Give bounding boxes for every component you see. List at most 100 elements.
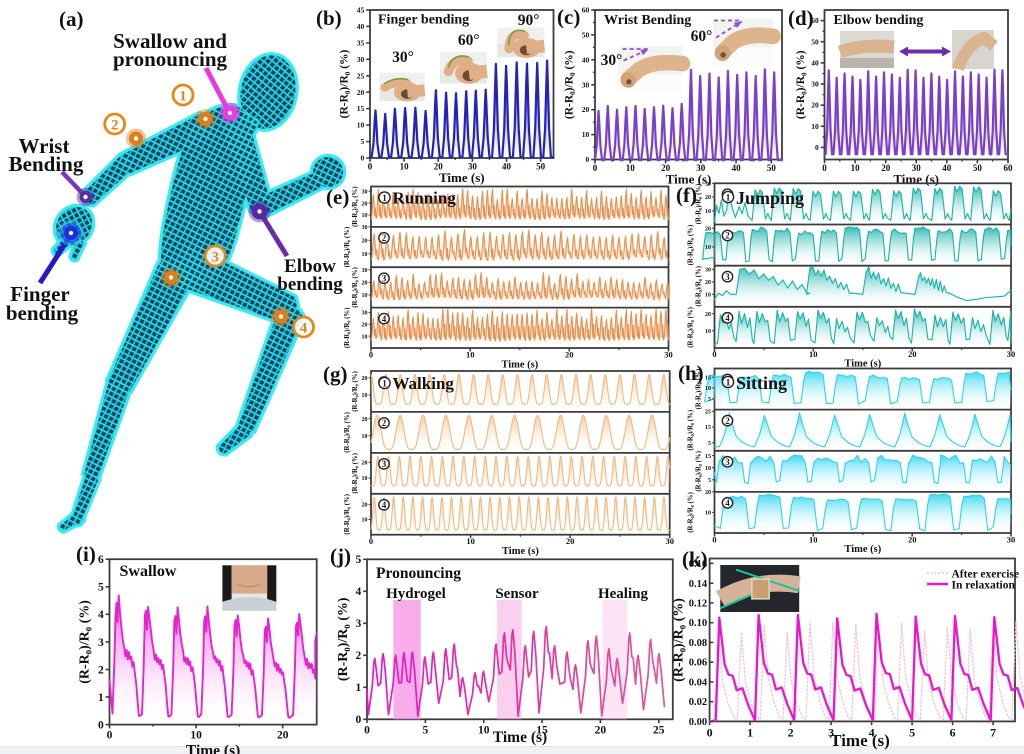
svg-text:4: 4 bbox=[725, 313, 730, 323]
svg-text:4: 4 bbox=[382, 500, 387, 510]
svg-text:0.12: 0.12 bbox=[689, 599, 707, 610]
svg-text:(R-R0)/R0 (%): (R-R0)/R0 (%) bbox=[672, 598, 688, 682]
svg-text:30: 30 bbox=[1007, 535, 1016, 545]
svg-text:2: 2 bbox=[98, 664, 104, 676]
svg-text:20: 20 bbox=[661, 163, 671, 173]
svg-text:(R-R0)/R0 (%): (R-R0)/R0 (%) bbox=[564, 50, 578, 119]
svg-text:(R-R0)/R0 (%): (R-R0)/R0 (%) bbox=[352, 371, 360, 412]
svg-text:15: 15 bbox=[705, 454, 711, 460]
svg-text:0: 0 bbox=[355, 714, 361, 726]
svg-text:6: 6 bbox=[950, 725, 956, 739]
svg-text:10: 10 bbox=[466, 350, 475, 360]
svg-text:10: 10 bbox=[582, 130, 590, 139]
svg-text:10: 10 bbox=[362, 393, 368, 399]
svg-text:20: 20 bbox=[362, 417, 368, 423]
svg-text:10: 10 bbox=[362, 518, 368, 524]
svg-text:(g): (g) bbox=[323, 362, 348, 386]
svg-text:30: 30 bbox=[705, 268, 711, 274]
svg-text:20: 20 bbox=[908, 349, 917, 359]
svg-text:4: 4 bbox=[382, 314, 387, 324]
svg-text:20: 20 bbox=[881, 163, 891, 173]
svg-text:(R-R0)/R0 (%): (R-R0)/R0 (%) bbox=[687, 307, 695, 348]
svg-text:20: 20 bbox=[705, 312, 711, 318]
svg-text:Pronouncing: Pronouncing bbox=[376, 565, 461, 582]
svg-text:10: 10 bbox=[400, 162, 410, 172]
svg-text:5: 5 bbox=[98, 582, 104, 594]
svg-text:2: 2 bbox=[355, 650, 361, 662]
svg-text:7: 7 bbox=[990, 725, 996, 739]
svg-text:1: 1 bbox=[355, 682, 361, 694]
svg-text:Time (s): Time (s) bbox=[186, 743, 240, 754]
svg-text:(R-R0)/R0 (%): (R-R0)/R0 (%) bbox=[352, 186, 360, 227]
svg-text:30°: 30° bbox=[601, 52, 623, 69]
svg-text:0.06: 0.06 bbox=[689, 658, 707, 669]
svg-text:30: 30 bbox=[468, 162, 478, 172]
svg-text:3: 3 bbox=[725, 272, 730, 282]
svg-text:40: 40 bbox=[811, 58, 819, 67]
svg-text:30: 30 bbox=[705, 182, 711, 188]
svg-text:20: 20 bbox=[705, 195, 711, 201]
svg-text:60°: 60° bbox=[691, 28, 713, 45]
svg-text:2: 2 bbox=[725, 231, 730, 241]
svg-text:20: 20 bbox=[277, 730, 289, 742]
svg-text:30: 30 bbox=[362, 311, 368, 317]
svg-text:Time (s): Time (s) bbox=[844, 359, 881, 370]
svg-text:1: 1 bbox=[382, 379, 387, 389]
svg-text:30: 30 bbox=[362, 268, 368, 274]
svg-text:Swallow: Swallow bbox=[120, 563, 177, 580]
svg-text:5: 5 bbox=[708, 397, 711, 403]
svg-text:10: 10 bbox=[705, 209, 711, 215]
svg-text:(j): (j) bbox=[330, 544, 351, 568]
svg-text:10: 10 bbox=[362, 334, 368, 340]
svg-text:50: 50 bbox=[536, 162, 546, 172]
svg-text:2: 2 bbox=[382, 418, 387, 428]
svg-text:0: 0 bbox=[712, 535, 716, 545]
svg-text:Elbow: Elbow bbox=[284, 256, 336, 277]
svg-text:0: 0 bbox=[369, 350, 373, 360]
svg-text:10: 10 bbox=[705, 386, 711, 392]
svg-text:5: 5 bbox=[423, 724, 429, 736]
svg-text:3: 3 bbox=[382, 459, 387, 469]
svg-text:Time (s): Time (s) bbox=[493, 729, 547, 746]
svg-text:30: 30 bbox=[664, 350, 673, 360]
svg-text:25: 25 bbox=[705, 409, 711, 415]
svg-text:10: 10 bbox=[362, 252, 368, 258]
svg-text:15: 15 bbox=[536, 724, 548, 736]
svg-text:20: 20 bbox=[705, 280, 711, 286]
svg-text:0.00: 0.00 bbox=[689, 717, 707, 728]
svg-text:Time (s): Time (s) bbox=[502, 546, 539, 557]
svg-text:0: 0 bbox=[815, 143, 819, 152]
svg-text:30: 30 bbox=[811, 80, 819, 89]
svg-text:0: 0 bbox=[369, 536, 373, 546]
svg-text:20: 20 bbox=[362, 281, 368, 287]
svg-text:20: 20 bbox=[811, 101, 819, 110]
svg-text:20: 20 bbox=[566, 536, 575, 546]
svg-text:40: 40 bbox=[502, 162, 512, 172]
svg-text:(R-R0)/R0 (%): (R-R0)/R0 (%) bbox=[795, 50, 809, 119]
svg-text:Time (s): Time (s) bbox=[830, 731, 890, 750]
svg-text:45: 45 bbox=[357, 6, 365, 15]
svg-text:10: 10 bbox=[705, 511, 711, 517]
svg-text:5: 5 bbox=[355, 554, 361, 566]
svg-text:(h): (h) bbox=[678, 361, 704, 385]
svg-text:5: 5 bbox=[360, 137, 364, 146]
svg-text:0: 0 bbox=[360, 154, 364, 163]
svg-text:3: 3 bbox=[828, 725, 834, 739]
svg-text:60°: 60° bbox=[458, 32, 480, 49]
svg-text:Sitting: Sitting bbox=[736, 373, 787, 393]
svg-text:10: 10 bbox=[626, 163, 636, 173]
svg-text:60: 60 bbox=[1004, 163, 1014, 173]
svg-text:30: 30 bbox=[362, 189, 368, 195]
svg-text:(R-R0)/R0 (%): (R-R0)/R0 (%) bbox=[344, 412, 352, 453]
svg-text:(R-R0)/R0 (%): (R-R0)/R0 (%) bbox=[339, 49, 353, 118]
svg-text:50: 50 bbox=[767, 163, 777, 173]
svg-text:4: 4 bbox=[725, 498, 730, 508]
svg-text:30: 30 bbox=[362, 225, 368, 231]
svg-text:20: 20 bbox=[362, 322, 368, 328]
svg-text:Running: Running bbox=[393, 189, 457, 208]
svg-text:0.10: 0.10 bbox=[689, 618, 707, 629]
svg-text:0: 0 bbox=[822, 163, 827, 173]
svg-text:0: 0 bbox=[712, 349, 716, 359]
svg-text:0: 0 bbox=[593, 163, 598, 173]
svg-text:Jumping: Jumping bbox=[736, 188, 804, 208]
